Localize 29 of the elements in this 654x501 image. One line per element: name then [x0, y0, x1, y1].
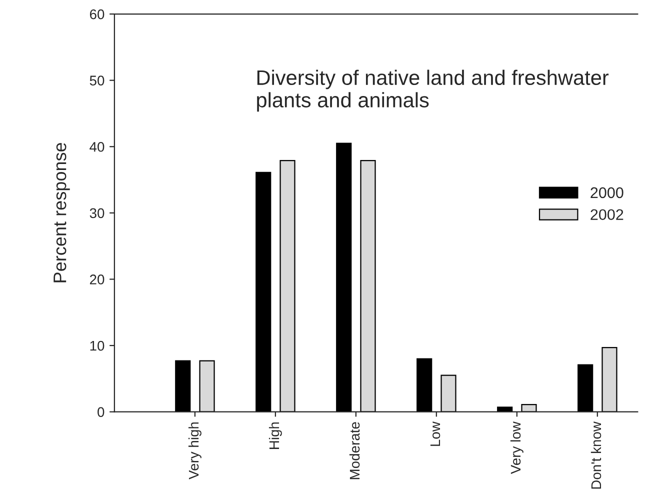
bar — [497, 406, 513, 412]
bar — [256, 172, 272, 412]
bar — [360, 160, 376, 412]
bar — [199, 360, 215, 412]
y-axis-title: Percent response — [54, 142, 70, 282]
y-tick-label: 40 — [90, 142, 104, 152]
bar — [602, 346, 618, 412]
bar — [521, 404, 537, 412]
y-tick-label: 30 — [90, 208, 104, 218]
y-tick-label: 0 — [98, 407, 104, 417]
bar — [175, 360, 191, 412]
y-tick-label: 10 — [90, 340, 104, 351]
text: Diversity of native land and freshwater plants and animals — [257, 70, 609, 112]
x-tick-label: Low — [430, 422, 440, 446]
bar — [578, 364, 594, 412]
bar — [440, 374, 456, 412]
bar — [280, 160, 296, 412]
x-tick-label: Very high — [188, 422, 202, 480]
legend-label: 2002 — [590, 209, 624, 220]
x-tick-label: Moderate — [349, 422, 360, 480]
x-tick-label: Very low — [510, 422, 524, 474]
bar — [416, 358, 432, 412]
x-tick-label: High — [268, 422, 282, 449]
legend-label: 2000 — [590, 187, 624, 198]
bar — [336, 142, 352, 412]
y-tick-label: 20 — [90, 274, 104, 284]
x-tick-label: Don't know — [590, 422, 602, 489]
y-tick-label: 50 — [90, 76, 104, 86]
y-tick-label: 60 — [90, 9, 104, 20]
